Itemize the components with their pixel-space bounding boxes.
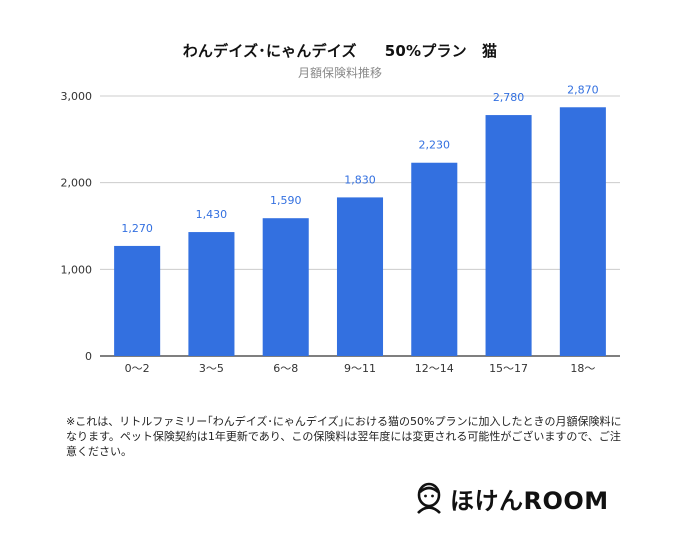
bar [262,218,309,356]
data-label: 1,430 [196,208,228,221]
bar [336,197,384,356]
x-tick-label: 12〜14 [415,362,454,375]
y-tick-label: 2,000 [61,177,93,190]
x-tick-label: 9〜11 [344,362,376,375]
chart-title-plan: 50%プラン 猫 [384,42,498,60]
bar-chart: 0 1,000 2,000 3,000 1,270 0〜2 1,430 3〜5 1,590 6〜8… [61,83,620,375]
chart-title: わんデイズ･にゃんデイズ 50%プラン 猫 [0,40,680,61]
data-label: 2,230 [419,139,451,152]
x-tick-label: 18〜 [570,362,595,375]
y-tick-label: 3,000 [61,90,93,103]
bar [188,232,235,356]
person-face-icon [417,482,441,514]
x-tick-label: 0〜2 [125,362,150,375]
bar [559,107,606,357]
x-tick-label: 3〜5 [199,362,224,375]
bar [411,162,458,356]
data-label: 2,870 [567,83,599,96]
x-tick-label: 15〜17 [489,362,528,375]
bar [485,115,532,356]
brand-logo: ほけんROOM [414,478,609,518]
data-label: 2,780 [493,91,525,104]
data-label: 1,830 [344,173,376,186]
data-label: 1,590 [270,194,302,207]
brand-name: ほけんROOM [450,486,609,515]
y-tick-label: 1,000 [61,263,93,276]
y-tick-label: 0 [85,350,92,363]
footnote: ※これは、リトルファミリー｢わんデイズ･にゃんデイズ｣における猫の50%プランに… [66,415,622,458]
bar [114,245,161,356]
chart-subtitle: 月額保険料推移 [297,66,382,80]
x-tick-label: 6〜8 [273,362,298,375]
chart-title-main: わんデイズ･にゃんデイズ [182,42,357,60]
data-label: 1,270 [121,222,153,235]
